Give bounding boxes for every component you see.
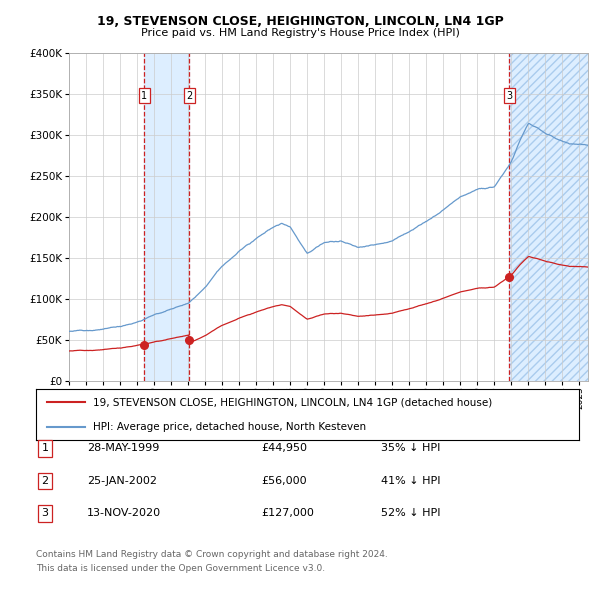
Text: £127,000: £127,000: [261, 509, 314, 518]
Text: £44,950: £44,950: [261, 444, 307, 453]
Text: £56,000: £56,000: [261, 476, 307, 486]
Bar: [509, 53, 588, 381]
Text: 2: 2: [186, 91, 193, 101]
Text: 35% ↓ HPI: 35% ↓ HPI: [381, 444, 440, 453]
Text: 1: 1: [41, 444, 49, 453]
Text: 28-MAY-1999: 28-MAY-1999: [87, 444, 160, 453]
Bar: [144, 53, 190, 381]
Bar: [509, 53, 588, 381]
Text: 3: 3: [506, 91, 512, 101]
Text: 19, STEVENSON CLOSE, HEIGHINGTON, LINCOLN, LN4 1GP: 19, STEVENSON CLOSE, HEIGHINGTON, LINCOL…: [97, 15, 503, 28]
Text: 19, STEVENSON CLOSE, HEIGHINGTON, LINCOLN, LN4 1GP (detached house): 19, STEVENSON CLOSE, HEIGHINGTON, LINCOL…: [93, 398, 492, 408]
Text: This data is licensed under the Open Government Licence v3.0.: This data is licensed under the Open Gov…: [36, 565, 325, 573]
Text: Price paid vs. HM Land Registry's House Price Index (HPI): Price paid vs. HM Land Registry's House …: [140, 28, 460, 38]
Text: 25-JAN-2002: 25-JAN-2002: [87, 476, 157, 486]
Text: 1: 1: [141, 91, 147, 101]
Text: HPI: Average price, detached house, North Kesteven: HPI: Average price, detached house, Nort…: [93, 421, 366, 431]
Text: 13-NOV-2020: 13-NOV-2020: [87, 509, 161, 518]
Text: 52% ↓ HPI: 52% ↓ HPI: [381, 509, 440, 518]
Text: 2: 2: [41, 476, 49, 486]
Text: 41% ↓ HPI: 41% ↓ HPI: [381, 476, 440, 486]
Text: Contains HM Land Registry data © Crown copyright and database right 2024.: Contains HM Land Registry data © Crown c…: [36, 550, 388, 559]
Text: 3: 3: [41, 509, 49, 518]
